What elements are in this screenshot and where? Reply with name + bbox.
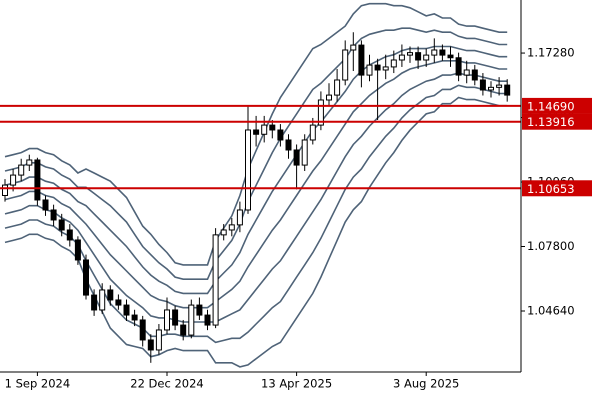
candle-body [382, 66, 389, 71]
candle-body [350, 44, 357, 51]
candle-body [358, 44, 365, 76]
price-label-box [522, 113, 592, 130]
candle-body [423, 54, 430, 61]
x-tick-label: 3 Aug 2025 [393, 377, 459, 391]
candle-body [180, 324, 187, 336]
band-line [4, 45, 508, 295]
candle-body [155, 329, 162, 351]
x-tick-label: 13 Apr 2025 [261, 377, 332, 391]
candle-body [147, 339, 154, 351]
price-label: 1.14690 [527, 99, 575, 113]
candle-body [58, 219, 65, 231]
candle-body [220, 229, 227, 236]
candle-body [366, 64, 373, 76]
candle-body [309, 124, 316, 141]
price-label-box [522, 180, 592, 197]
candle-body [261, 124, 268, 135]
candle-body [99, 289, 106, 311]
candle-body [204, 314, 211, 326]
candle-body [326, 94, 332, 101]
candle-body [18, 164, 25, 176]
candle-body [236, 209, 243, 226]
candle-body [212, 234, 219, 326]
price-label-box [522, 97, 592, 114]
candle-body [463, 69, 470, 76]
candle-body [277, 129, 284, 141]
x-tick-label: 1 Sep 2024 [5, 377, 71, 391]
candle-body [504, 84, 511, 96]
x-tick-label: 22 Dec 2024 [130, 377, 203, 391]
candle-body [374, 64, 381, 71]
candle-body [447, 54, 454, 59]
candle-body [83, 259, 89, 296]
candle-body [131, 314, 138, 321]
candle-body [253, 129, 260, 135]
candle-body [439, 49, 446, 56]
candle-body [245, 129, 251, 211]
candle-body [285, 139, 292, 151]
price-label: 1.13916 [527, 115, 575, 129]
price-label: 1.10653 [527, 182, 575, 196]
y-tick-label: 1.07800 [527, 239, 575, 253]
candle-body [91, 294, 98, 311]
y-tick-label: 1.17280 [527, 46, 575, 60]
candle-body [293, 149, 300, 166]
candle-body [390, 59, 397, 68]
candle-body [50, 209, 57, 221]
candle-body [488, 86, 494, 91]
candle-body [269, 124, 276, 131]
candle-body [317, 99, 324, 126]
candle-body [172, 309, 179, 326]
candle-body [164, 309, 170, 331]
candle-body [334, 79, 341, 96]
candle-body [228, 224, 235, 231]
candle-body [123, 304, 130, 316]
candle-body [34, 159, 41, 201]
candle-body [415, 52, 422, 61]
candle-body [188, 304, 195, 336]
candle-body [26, 159, 33, 166]
candle-body [10, 174, 17, 186]
candle-body [66, 229, 73, 241]
candle-body [342, 49, 349, 81]
candle-body [407, 52, 413, 56]
band-line [4, 27, 508, 280]
candle-body [431, 49, 438, 56]
candle-body [107, 289, 114, 301]
candle-body [42, 199, 49, 211]
candle-body [74, 239, 81, 261]
candle-body [496, 84, 503, 88]
candle-body [2, 184, 8, 196]
candle-body [398, 54, 405, 61]
candle-body [301, 139, 308, 166]
band-line [4, 2, 508, 266]
candle-body [196, 304, 203, 316]
y-tick-label: 1.04640 [527, 303, 575, 317]
band-line [4, 72, 508, 323]
candle-body [115, 299, 122, 306]
candle-body [479, 79, 486, 91]
band-line [4, 60, 508, 309]
plot-area [0, 2, 521, 368]
candle-body [455, 57, 462, 76]
candle-body [471, 69, 478, 81]
candle-body [139, 319, 146, 341]
